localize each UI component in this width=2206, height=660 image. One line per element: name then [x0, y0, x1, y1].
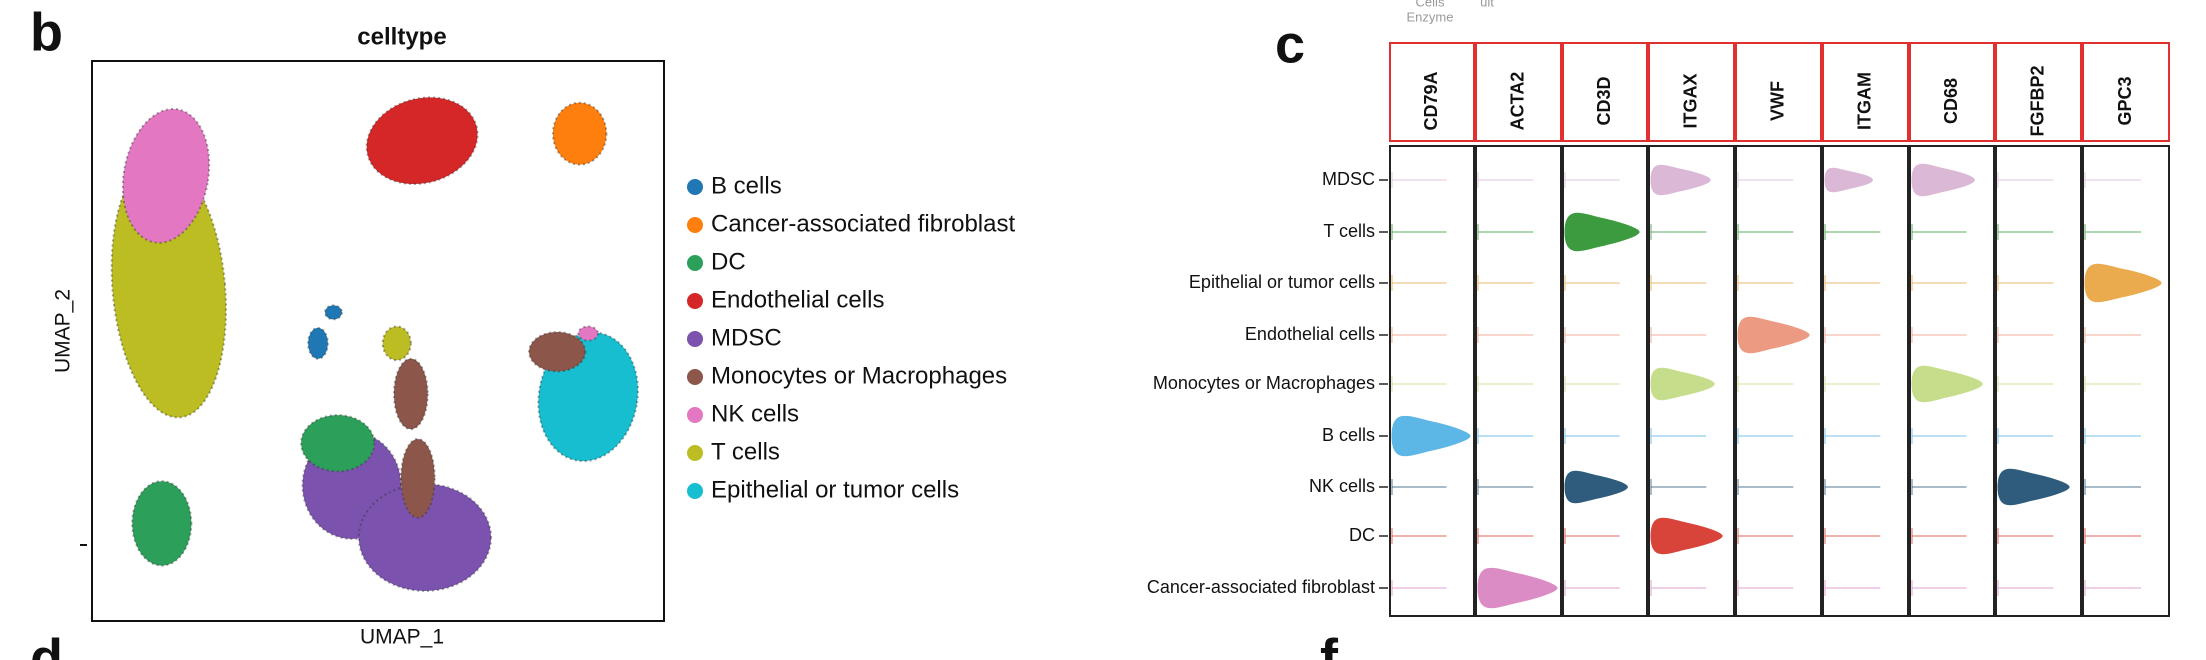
legend-marker: [687, 407, 703, 423]
violin: [1824, 167, 1873, 193]
gene-label: ITGAX: [1680, 73, 1700, 128]
plot-frame: [91, 60, 665, 622]
row-label: DC: [1349, 525, 1375, 545]
row-label: Endothelial cells: [1245, 324, 1375, 344]
cluster: [121, 107, 211, 244]
legend-marker: [687, 217, 703, 233]
legend-label: T cells: [711, 438, 780, 465]
violin-column: [2082, 145, 2170, 617]
cluster: [577, 325, 599, 342]
gene-label: CD68: [1941, 78, 1961, 124]
gene-label: VWF: [1767, 81, 1787, 121]
violin-column: [1735, 145, 1822, 617]
row-label: T cells: [1323, 221, 1375, 241]
violin: [1911, 163, 1975, 197]
legend-label: Epithelial or tumor cells: [711, 476, 959, 503]
cropped-text: Enzyme: [1407, 9, 1454, 24]
gene-label: ITGAM: [1854, 72, 1874, 130]
legend-marker: [687, 293, 703, 309]
legend-label: Endothelial cells: [711, 286, 884, 313]
violin: [1650, 367, 1715, 401]
plot-title: celltype: [357, 23, 446, 50]
violin: [1391, 415, 1471, 457]
violin: [1564, 212, 1640, 252]
row-label: Monocytes or Macrophages: [1153, 373, 1375, 393]
gene-header: [1909, 42, 1995, 142]
violin: [1564, 470, 1628, 504]
violin: [1737, 316, 1810, 354]
gene-header: [1735, 42, 1822, 142]
legend-label: Monocytes or Macrophages: [711, 362, 1007, 389]
cluster: [365, 96, 479, 185]
cluster: [381, 325, 412, 362]
gene-label: CD79A: [1421, 71, 1441, 130]
legend-label: B cells: [711, 172, 782, 199]
cluster: [307, 326, 329, 360]
row-label: Epithelial or tumor cells: [1189, 272, 1375, 292]
axis-label: UMAP_1: [360, 626, 444, 649]
gene-label: GPC3: [2115, 76, 2135, 125]
violin: [2084, 263, 2162, 303]
row-label: MDSC: [1322, 169, 1375, 189]
violin-column: [1475, 145, 1562, 617]
legend-marker: [687, 483, 703, 499]
row-label: B cells: [1322, 425, 1375, 445]
axis-label: UMAP_2: [52, 289, 75, 373]
gene-header: [1995, 42, 2082, 142]
legend: B cells Cancer-associated fibroblast DC End…: [687, 172, 1015, 503]
cluster: [551, 101, 608, 166]
cluster: [528, 331, 587, 373]
violin-column: [1389, 145, 1475, 617]
panel-letter: b: [30, 2, 63, 62]
violin: [1997, 468, 2070, 506]
gene-header: [1475, 42, 1562, 142]
gene-header: [1562, 42, 1648, 142]
violin-column: [1822, 145, 1909, 617]
gene-label: ACTA2: [1507, 72, 1527, 131]
legend-marker: [687, 179, 703, 195]
umap-clusters: [110, 96, 639, 592]
gene-header: [1822, 42, 1909, 142]
legend-label: NK cells: [711, 400, 799, 427]
violin: [1650, 164, 1711, 196]
violin: [1911, 365, 1983, 403]
cluster: [300, 414, 376, 473]
legend-marker: [687, 255, 703, 271]
legend-label: DC: [711, 248, 746, 275]
legend-label: MDSC: [711, 324, 782, 351]
gene-label: CD3D: [1594, 76, 1614, 125]
cluster: [131, 480, 193, 567]
gene-label: FGFBP2: [2027, 65, 2047, 136]
violin: [1477, 567, 1558, 609]
panel-letter: c: [1275, 14, 1305, 74]
panel-letter: f: [1320, 628, 1339, 660]
violin-plot: CD79A ACTA2 CD3D ITGAX VWF ITGAM CD68 FGFBP2 GPC…: [1147, 42, 2170, 617]
row-label: NK cells: [1309, 476, 1375, 496]
legend-marker: [687, 331, 703, 347]
cropped-text: Cells: [1416, 0, 1445, 9]
panel-letter: d: [30, 628, 63, 660]
cluster: [399, 437, 436, 519]
gene-header: [2082, 42, 2170, 142]
legend-label: Cancer-associated fibroblast: [711, 210, 1015, 237]
gene-header: [1389, 42, 1475, 142]
legend-marker: [687, 369, 703, 385]
legend-marker: [687, 445, 703, 461]
violin: [1650, 517, 1723, 555]
row-label: Cancer-associated fibroblast: [1147, 577, 1375, 597]
cropped-text: ult: [1480, 0, 1494, 9]
cluster: [324, 304, 343, 321]
cluster: [392, 357, 429, 431]
gene-header: [1648, 42, 1735, 142]
cluster: [357, 483, 493, 592]
violin-column: [1995, 145, 2082, 617]
